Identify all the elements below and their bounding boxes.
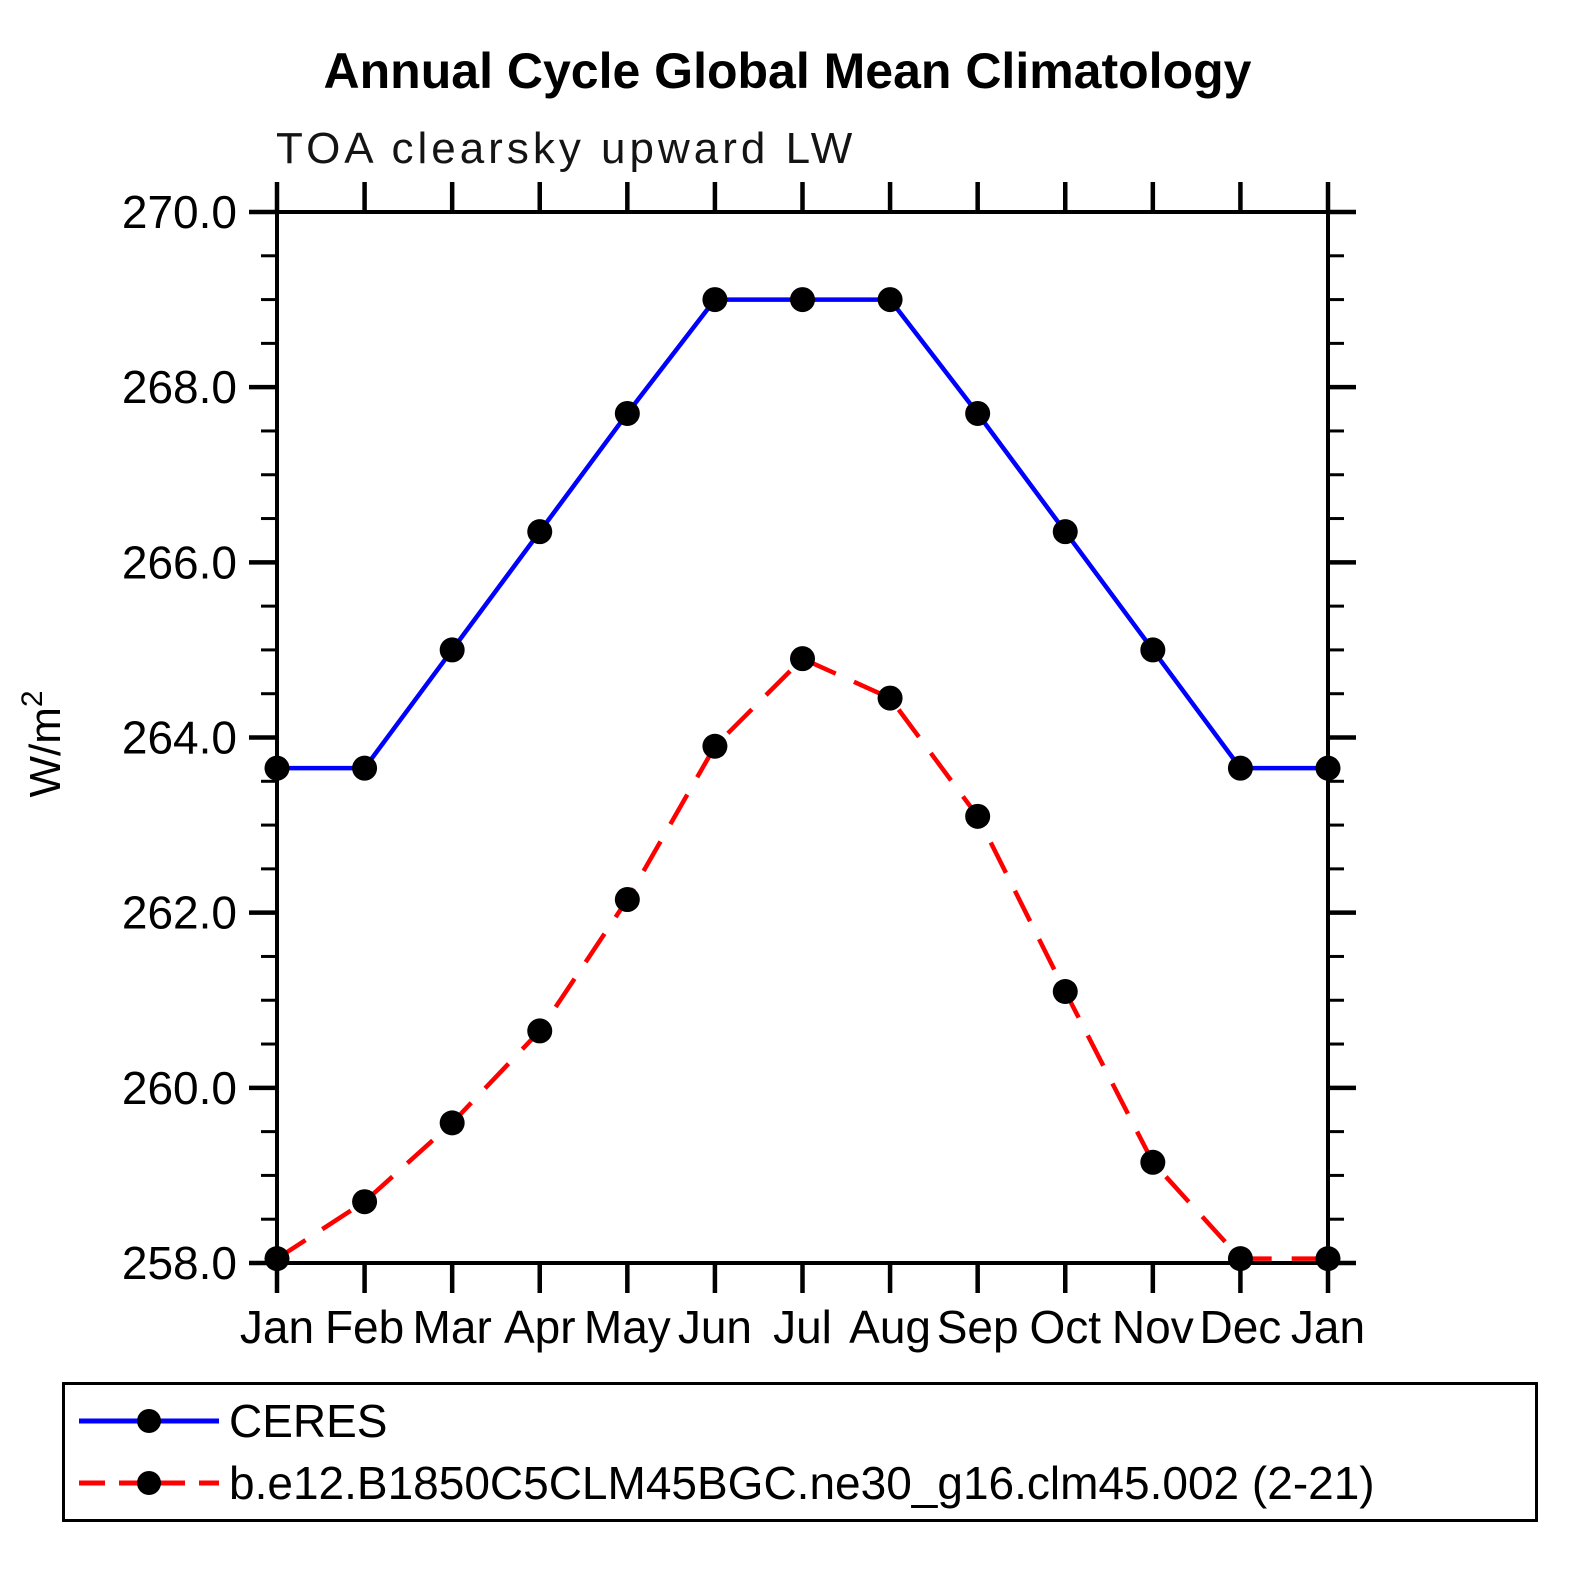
y-tick-label: 264.0 [122, 712, 237, 764]
legend-marker-dot [137, 1409, 161, 1433]
data-point [790, 646, 815, 672]
x-tick-label: Mar [413, 1301, 492, 1353]
legend: CERES b.e12.B1850C5CLM45BGC.ne30_g16.clm… [62, 1382, 1538, 1522]
data-point [1140, 1149, 1166, 1175]
y-tick-label: 268.0 [122, 361, 237, 413]
x-tick-label: Sep [937, 1301, 1019, 1353]
x-tick-label: Jan [1291, 1301, 1365, 1353]
data-point [1052, 978, 1078, 1004]
data-point [614, 400, 640, 426]
data-point [1315, 755, 1341, 781]
series-line-model [275, 655, 1328, 1261]
x-tick-label: Oct [1029, 1301, 1101, 1353]
legend-line-ceres-icon [79, 1409, 219, 1433]
data-point [877, 685, 903, 711]
series-line-ceres [277, 297, 1328, 771]
data-point [1227, 1246, 1253, 1272]
x-tick-label: Jul [773, 1301, 832, 1353]
y-tick-label: 258.0 [122, 1237, 237, 1289]
x-tick-label: Jan [240, 1301, 314, 1353]
legend-item-ceres: CERES [73, 1390, 1535, 1452]
data-point [702, 733, 728, 759]
data-point [352, 1189, 378, 1215]
y-tick-label: 260.0 [122, 1062, 237, 1114]
x-tick-label: Nov [1112, 1301, 1194, 1353]
data-point [439, 637, 465, 663]
x-tick-label: Aug [849, 1301, 931, 1353]
chart-subtitle: TOA clearsky upward LW [276, 124, 857, 173]
data-point [264, 1246, 290, 1272]
y-tick-label: 266.0 [122, 536, 237, 588]
data-point [1140, 637, 1166, 663]
legend-label-ceres: CERES [229, 1395, 388, 1447]
x-tick-label: Jun [678, 1301, 752, 1353]
data-point [264, 755, 290, 781]
legend-line-model-icon [79, 1471, 219, 1495]
legend-marker-dot [137, 1471, 161, 1495]
data-point [439, 1110, 465, 1136]
legend-item-model: b.e12.B1850C5CLM45BGC.ne30_g16.clm45.002… [73, 1452, 1535, 1514]
x-tick-label: Apr [504, 1301, 576, 1353]
data-point [702, 287, 728, 313]
data-point [790, 287, 815, 313]
data-point [352, 755, 378, 781]
y-tick-label: 270.0 [122, 186, 237, 238]
legend-label-model: b.e12.B1850C5CLM45BGC.ne30_g16.clm45.002… [229, 1457, 1375, 1509]
data-point [527, 1018, 553, 1044]
y-axis-label: W/m2 [16, 690, 70, 797]
data-point [527, 519, 553, 545]
data-point [877, 287, 903, 313]
plot-frame [275, 210, 1330, 1265]
x-tick-label: Dec [1200, 1301, 1282, 1353]
x-tick-label: Feb [325, 1301, 404, 1353]
y-tick-label: 262.0 [122, 887, 237, 939]
data-point [1227, 755, 1253, 781]
data-point [965, 400, 991, 426]
x-tick-label: May [584, 1301, 671, 1353]
data-point [965, 803, 991, 829]
data-point [1052, 519, 1078, 545]
data-point [614, 887, 640, 913]
data-point [1315, 1246, 1341, 1272]
chart-title: Annual Cycle Global Mean Climatology [323, 43, 1252, 99]
